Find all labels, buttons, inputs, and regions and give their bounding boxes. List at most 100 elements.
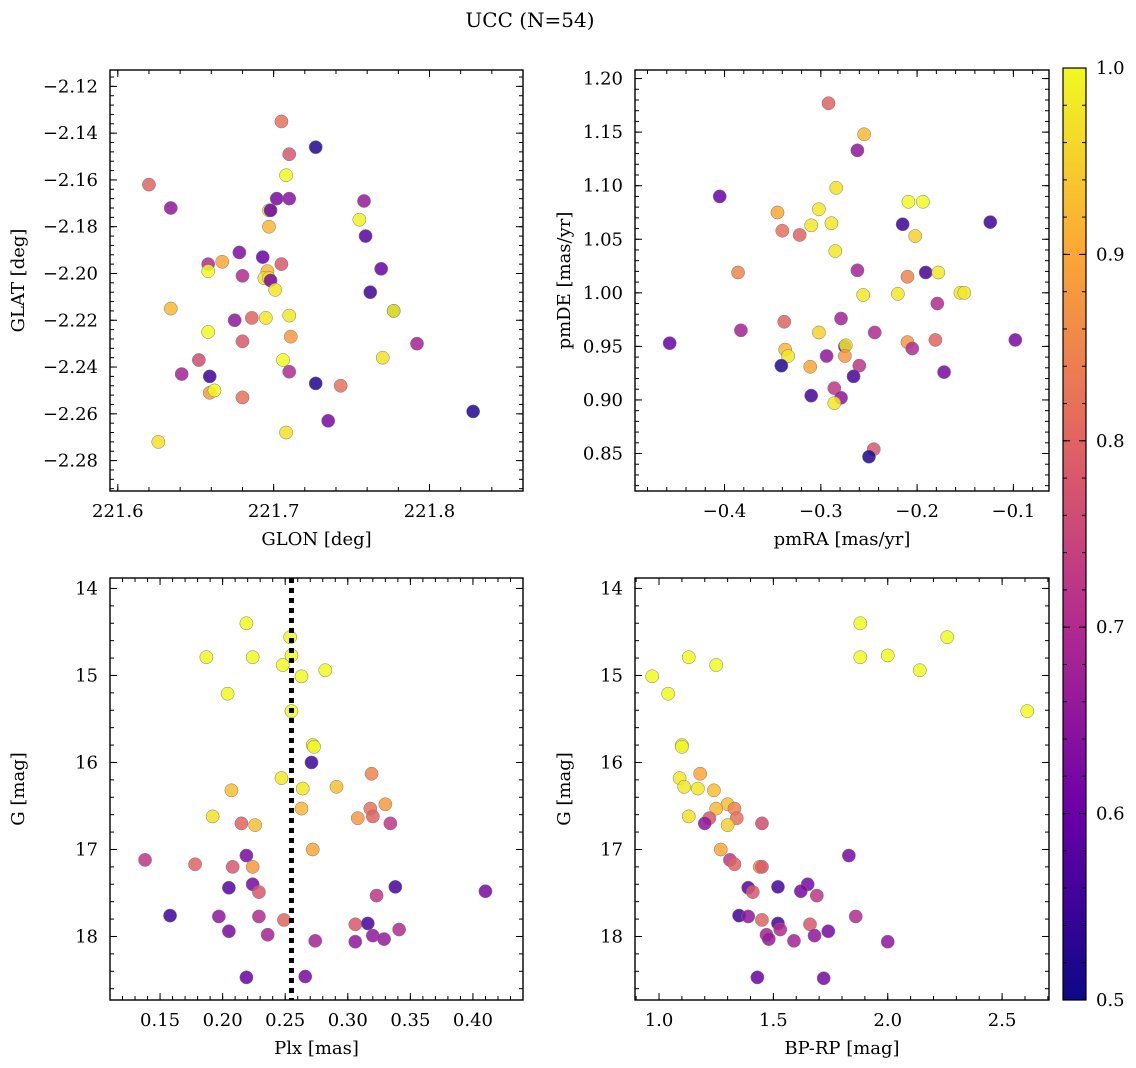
y-tick-label: −2.24 [43,357,98,378]
data-point [727,857,742,872]
data-point [274,771,289,785]
data-point [212,909,226,924]
x-tick-label: −0.1 [992,501,1036,522]
data-point [235,268,250,283]
y-tick-label: 17 [600,839,623,860]
data-point [215,254,230,269]
data-points [142,114,480,449]
data-point [283,329,298,344]
data-point [862,449,876,464]
x-tick-label: 221.8 [404,501,456,522]
data-point [755,913,769,927]
data-point [298,969,313,984]
data-point [697,816,712,831]
panel-pmra-pmde: −0.4 −0.3 −0.2 −0.1 0.85 0.90 0.95 1.00 1.05 1.10… [554,69,1050,550]
data-point [755,860,769,874]
x-axis-label: GLON [deg] [261,529,371,550]
data-point [259,311,273,325]
data-point [307,739,321,754]
colorbar-tick-label: 0.8 [1096,431,1125,452]
data-point [677,779,692,794]
y-tick-label: −2.28 [43,451,98,472]
data-point [848,909,863,924]
data-point [138,853,152,867]
data-point [745,885,760,899]
data-point [202,369,217,384]
data-point [282,308,297,323]
data-point [188,857,202,872]
data-point [681,809,696,824]
colorbar-gradient [1063,68,1086,1000]
axes-frame [109,69,524,492]
data-point [867,325,882,340]
data-point [360,916,375,931]
data-point [812,202,826,217]
data-point [781,349,795,363]
data-point [163,201,178,215]
data-point [821,924,836,939]
x-axis-label: BP-RP [mag] [784,1038,899,1059]
data-point [824,216,839,231]
data-point [852,358,867,373]
data-point [900,269,915,284]
y-tick-label: 1.15 [583,122,623,143]
data-point [838,349,852,363]
data-point [928,333,943,347]
data-point [304,755,319,770]
data-point [857,127,871,142]
data-point [199,650,214,665]
data-point [357,194,371,208]
axes-frame [634,69,1050,492]
data-point [940,630,955,645]
data-point [792,228,807,242]
y-tick-label: 0.85 [583,444,623,465]
data-point [174,367,189,381]
data-point [755,816,769,831]
data-point [220,686,235,701]
data-point [937,365,951,379]
data-point [222,880,236,895]
y-tick-label: −2.14 [43,123,98,144]
data-point [377,932,391,946]
data-point [912,663,927,678]
data-point [268,283,283,297]
y-tick-label: 15 [75,665,98,686]
data-point [142,177,156,192]
data-point [1008,333,1023,347]
data-point [308,140,323,155]
data-point [918,265,933,280]
data-point [681,650,696,665]
data-point [378,797,393,812]
data-point [466,404,480,419]
data-point [235,390,250,405]
data-point [908,229,923,243]
data-point [880,648,895,663]
data-point [232,245,247,260]
data-point [809,888,824,903]
data-points [138,616,493,985]
data-point [318,663,333,678]
data-points [662,96,1023,464]
y-tick-label: 1.10 [583,176,623,197]
data-point [731,265,745,280]
data-point [205,809,220,824]
y-axis-label: pmDE [mas/yr] [554,212,575,350]
data-point [279,425,293,440]
data-point [827,381,842,396]
data-point [853,650,868,665]
y-tick-label: 18 [600,926,623,947]
data-point [358,229,373,243]
data-point [770,205,785,220]
data-point [269,191,284,206]
x-tick-label: −0.2 [895,501,939,522]
data-point [279,168,293,183]
y-tick-label: 14 [75,578,98,599]
y-tick-label: −2.16 [43,170,98,191]
data-point [333,378,348,393]
y-tick-label: 15 [600,665,623,686]
data-point [294,801,309,816]
y-tick-label: 1.20 [583,69,623,90]
data-point [691,781,705,796]
data-point [828,244,843,258]
